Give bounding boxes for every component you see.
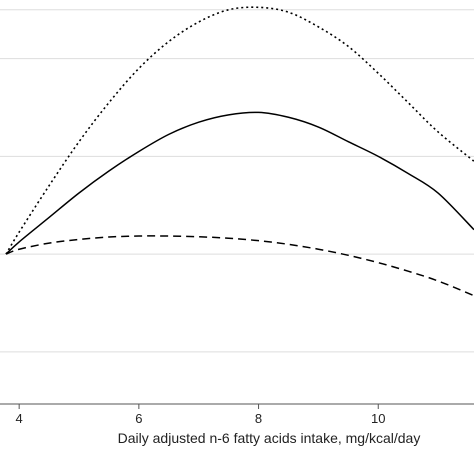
x-axis-title: Daily adjusted n-6 fatty acids intake, m… xyxy=(118,430,421,446)
grid-lines xyxy=(0,9,474,353)
x-tick-label-3: 10 xyxy=(371,411,385,426)
series-line-dotted xyxy=(5,6,474,255)
x-axis-ticks: 4 6 8 10 xyxy=(16,404,385,426)
x-tick-label-0: 4 xyxy=(16,411,23,426)
series-line-solid xyxy=(5,111,474,255)
x-tick-label-1: 6 xyxy=(135,411,142,426)
series-line-dashed xyxy=(5,235,474,297)
series-lines xyxy=(5,6,474,297)
x-tick-label-2: 8 xyxy=(255,411,262,426)
